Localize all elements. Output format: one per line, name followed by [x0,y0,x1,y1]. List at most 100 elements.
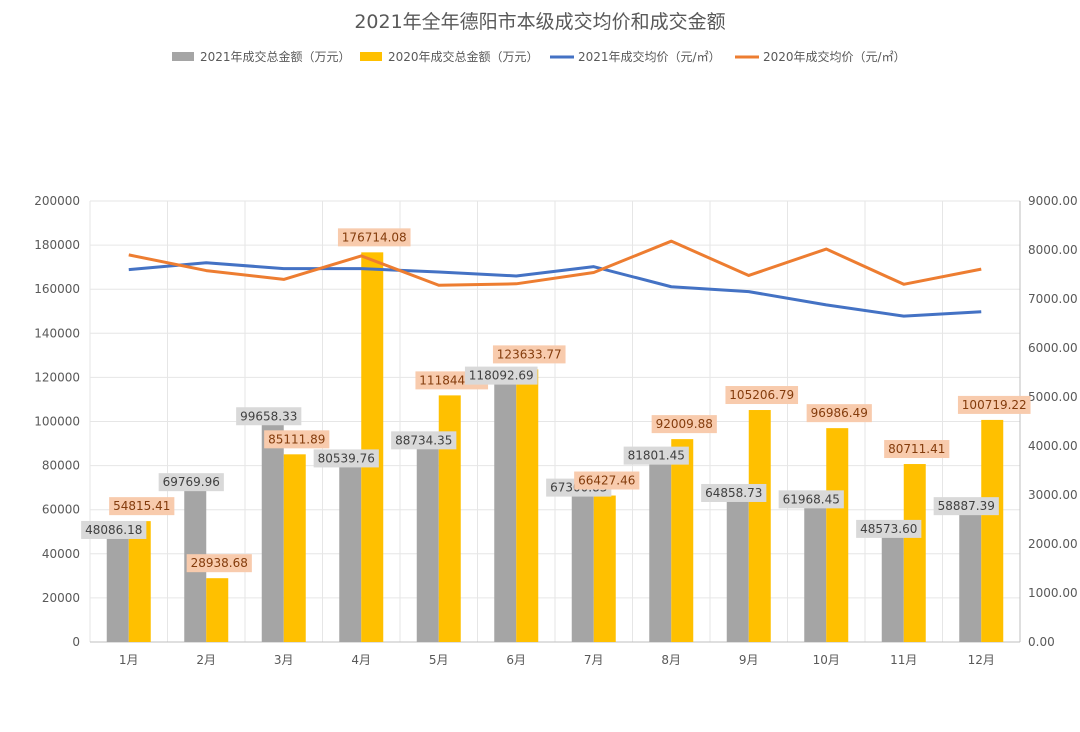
y-left-tick-label: 140000 [34,326,80,340]
data-label-2021-bg [313,449,379,468]
bar-2020 [903,464,926,642]
y-left-tick-label: 200000 [34,194,80,208]
x-tick-label: 2月 [196,653,216,667]
y-left-tick-label: 40000 [42,547,80,561]
x-tick-label: 1月 [119,653,139,667]
y-right-tick-label: 5000.00 [1028,390,1078,404]
data-label-2021: 61968.45 [778,490,844,509]
y-right-tick-label: 9000.00 [1028,194,1078,208]
data-label-2020-bg [492,345,566,364]
bar-2021 [649,461,672,642]
data-label-2021: 80539.76 [313,449,379,468]
data-label-2020: 85111.89 [264,430,330,449]
lines [128,239,982,318]
legend-swatch [360,52,382,61]
y-left-tick-label: 0 [72,635,80,649]
x-tick-label: 12月 [968,653,995,667]
legend-label: 2020年成交总金额（万元） [388,49,539,64]
data-label-2020: 66427.46 [574,471,640,490]
legend-swatch [172,52,194,61]
bar-2021 [261,422,284,642]
data-label-2020-bg [806,404,872,423]
data-label-2021-bg [391,431,457,450]
data-label-2020-text: 54815.41 [113,499,170,513]
data-label-2021-bg [623,446,689,465]
data-label-2021: 99658.33 [236,407,302,426]
y-right-tick-label: 8000.00 [1028,243,1078,257]
x-tick-label: 3月 [274,653,294,667]
data-label-2020: 123633.77 [492,345,566,364]
chart-title: 2021年全年德阳市本级成交均价和成交金额 [354,11,725,33]
data-label-2020-text: 85111.89 [268,432,325,446]
y-left-tick-label: 80000 [42,459,80,473]
data-label-2020-bg [337,228,411,247]
y-left-tick-label: 60000 [42,503,80,517]
data-label-2020: 96986.49 [806,404,872,423]
bar-2021 [959,512,982,642]
y-right-tick-label: 3000.00 [1028,488,1078,502]
bar-2020 [128,521,151,642]
data-label-2021: 58887.39 [933,497,999,516]
data-label-2020-bg [884,440,950,459]
data-label-2020-bg [957,395,1031,414]
data-label-2021: 118092.69 [464,366,538,385]
data-label-2020-text: 92009.88 [656,417,713,431]
data-label-2020-text: 66427.46 [578,474,635,488]
data-label-2020-bg [725,386,799,405]
data-label-2020-bg [574,471,640,490]
y-right-tick-label: 2000.00 [1028,537,1078,551]
data-label-2021-text: 99658.33 [240,409,297,423]
bar-2021 [416,446,439,642]
x-tick-label: 9月 [739,653,759,667]
data-label-2021-text: 88734.35 [395,433,452,447]
bar-2020 [516,369,539,642]
data-label-2021-bg [701,483,767,502]
bar-2020 [593,495,616,642]
data-label-2021-text: 58887.39 [938,499,995,513]
data-label-2021-text: 80539.76 [318,451,375,465]
bar-2020 [981,419,1004,642]
x-tick-label: 11月 [890,653,917,667]
bar-2021 [726,498,749,642]
y-right-tick-label: 7000.00 [1028,292,1078,306]
data-label-2020: 54815.41 [109,497,175,516]
y-left-tick-label: 20000 [42,591,80,605]
data-label-2021: 88734.35 [391,431,457,450]
data-label-2021-bg [856,519,922,538]
y-right-tick-label: 6000.00 [1028,341,1078,355]
data-label-2021-bg [158,473,224,492]
line-2021 [128,261,982,318]
data-label-2021-text: 69769.96 [163,475,220,489]
y-right-tick-label: 0.00 [1028,635,1055,649]
data-label-2021: 64858.73 [701,483,767,502]
legend-label: 2020年成交均价（元/㎡） [763,49,906,64]
data-label-2020: 105206.79 [725,386,799,405]
data-label-2021-text: 48086.18 [85,523,142,537]
gridlines [89,200,1021,643]
data-label-2021-text: 81801.45 [628,449,685,463]
bar-2020 [438,395,461,642]
data-label-2020: 80711.41 [884,440,950,459]
y-right-tick-label: 4000.00 [1028,439,1078,453]
data-label-2021-bg [81,520,147,539]
x-tick-label: 8月 [661,653,681,667]
y-left-tick-label: 120000 [34,370,80,384]
data-label-2020: 100719.22 [957,395,1031,414]
bars [106,252,1004,642]
data-label-2021-text: 64858.73 [705,486,762,500]
bar-2020 [283,454,306,642]
bar-2020 [361,252,384,642]
data-label-2020-text: 105206.79 [729,388,794,402]
x-tick-label: 4月 [351,653,371,667]
data-label-2020-text: 100719.22 [962,398,1027,412]
legend-label: 2021年成交总金额（万元） [200,49,351,64]
bar-2021 [881,534,904,642]
data-label-2021-bg [933,497,999,516]
data-label-2020-bg [109,497,175,516]
data-label-2021: 48573.60 [856,519,922,538]
data-label-2020-bg [264,430,330,449]
data-label-2020: 176714.08 [337,228,411,247]
data-label-2021-text: 118092.69 [469,369,534,383]
data-label-2020: 92009.88 [651,415,717,434]
